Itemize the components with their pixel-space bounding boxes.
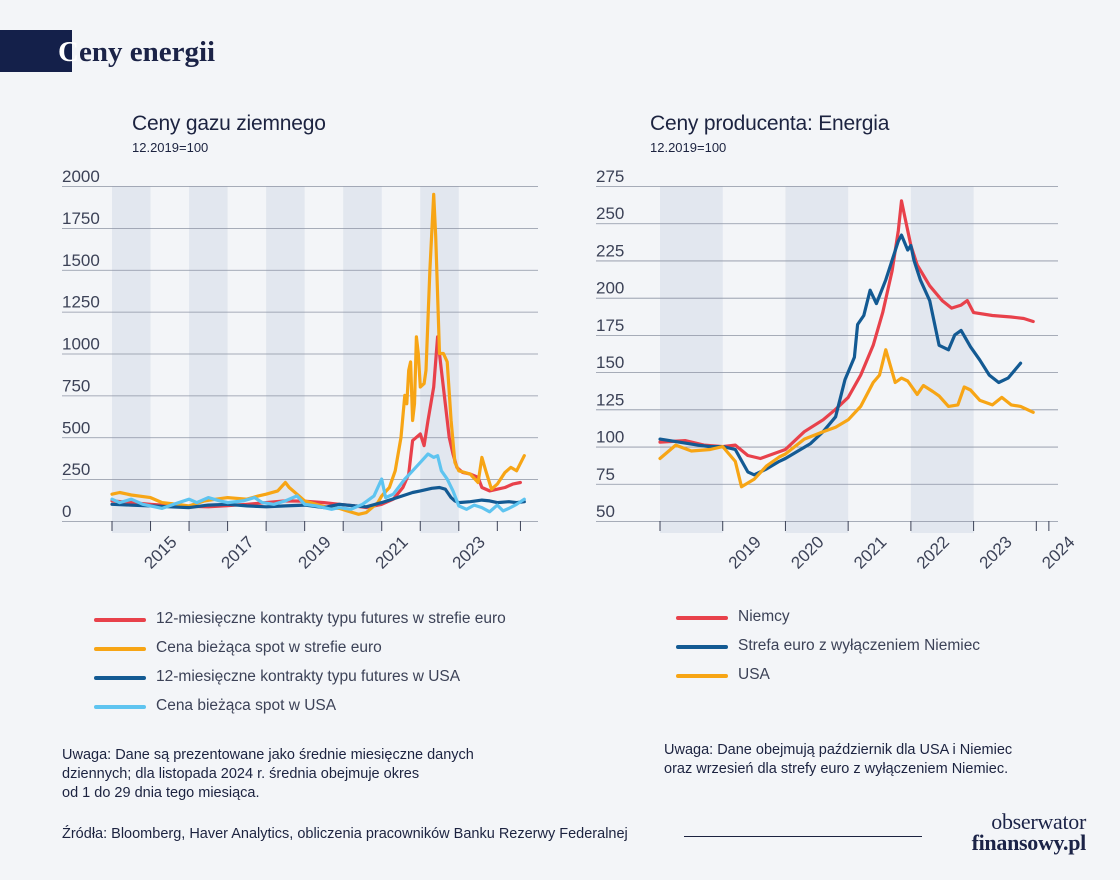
left-note-line: dziennych; dla listopada 2024 r. średnia…: [62, 766, 420, 782]
y-tick-label: 150: [596, 353, 624, 372]
series-line-gas-4: [110, 452, 526, 514]
y-tick-label: 500: [62, 418, 90, 437]
y-tick-label: 50: [596, 502, 615, 521]
left-chart-subtitle: 12.2019=100: [132, 140, 209, 155]
legend-swatch: [94, 647, 146, 651]
legend-swatch: [94, 676, 146, 680]
y-tick-label: 200: [596, 279, 624, 298]
source-divider: [684, 836, 922, 837]
legend-swatch: [676, 645, 728, 649]
series-line-ppi-1: [658, 199, 1035, 461]
y-tick-label: 275: [596, 167, 624, 186]
legend-label: USA: [738, 666, 770, 683]
y-tick-label: 1750: [62, 209, 100, 228]
legend-label: Cena bieżąca spot w strefie euro: [156, 639, 382, 656]
y-tick-label: 100: [596, 428, 624, 447]
logo-line-2: finansowy.pl: [971, 830, 1087, 855]
right-chart-title: Ceny producenta: Energia: [650, 112, 890, 135]
shaded-period: [189, 186, 228, 533]
y-tick-label: 250: [62, 460, 90, 479]
page-title-rest: eny energii: [78, 36, 216, 68]
legend-label: 12-miesięczne kontrakty typu futures w U…: [156, 668, 461, 685]
series-line-gas-2: [110, 192, 526, 516]
y-tick-label: 75: [596, 465, 615, 484]
y-tick-label: 125: [596, 390, 624, 409]
x-tick-label: 2020: [787, 532, 827, 572]
legend-swatch: [676, 674, 728, 678]
y-tick-label: 225: [596, 241, 624, 260]
y-tick-label: 1250: [62, 293, 100, 312]
legend-swatch: [94, 618, 146, 622]
right-note-line: Uwaga: Dane obejmują październik dla USA…: [664, 742, 1013, 758]
left-note-line: Uwaga: Dane są prezentowane jako średnie…: [62, 747, 474, 763]
legend-swatch: [94, 705, 146, 709]
y-tick-label: 2000: [62, 167, 100, 186]
legend-swatch: [676, 616, 728, 620]
y-tick-label: 750: [62, 376, 90, 395]
left-chart-note: Uwaga: Dane są prezentowane jako średnie…: [62, 746, 474, 803]
x-tick-label: 2024: [1038, 532, 1078, 572]
legend-label: Strefa euro z wyłączeniem Niemiec: [738, 637, 981, 654]
legend-label: 12-miesięczne kontrakty typu futures w s…: [156, 610, 506, 627]
page-title-first-letter: C: [58, 36, 79, 68]
x-tick-label: 2019: [725, 532, 765, 572]
x-tick-label: 2022: [913, 532, 953, 572]
shaded-period: [785, 186, 849, 533]
left-chart-title: Ceny gazu ziemnego: [132, 112, 326, 135]
y-tick-label: 1500: [62, 251, 100, 270]
shaded-period: [266, 186, 305, 533]
y-tick-label: 1000: [62, 335, 100, 354]
series-line-ppi-2: [658, 233, 1023, 477]
source-note: Źródła: Bloomberg, Haver Analytics, obli…: [62, 826, 628, 842]
left-note-line: od 1 do 29 dnia tego miesiąca.: [62, 785, 260, 801]
x-tick-label: 2023: [976, 532, 1016, 572]
shaded-period: [910, 186, 974, 533]
header-accent-bar: [0, 30, 72, 72]
y-tick-label: 250: [596, 204, 624, 223]
publisher-logo: obserwator finansowy.pl: [936, 809, 1087, 855]
legend-label: Cena bieżąca spot w USA: [156, 697, 337, 714]
logo-line-1: obserwator: [991, 809, 1086, 834]
page-title: Ceny energii: [58, 30, 215, 72]
shaded-period: [660, 186, 723, 533]
series-line-ppi-3: [658, 348, 1035, 489]
legend-label: Niemcy: [738, 608, 790, 625]
shaded-period: [112, 186, 151, 533]
right-note-line: oraz wrzesień dla strefy euro z wyłączen…: [664, 761, 1009, 777]
x-tick-label: 2021: [850, 532, 890, 572]
series-line-gas-3: [110, 485, 526, 510]
shaded-period: [343, 186, 382, 533]
right-chart-note: Uwaga: Dane obejmują październik dla USA…: [664, 741, 1012, 779]
y-tick-label: 175: [596, 316, 624, 335]
right-chart-subtitle: 12.2019=100: [650, 140, 727, 155]
y-tick-label: 0: [62, 502, 71, 521]
